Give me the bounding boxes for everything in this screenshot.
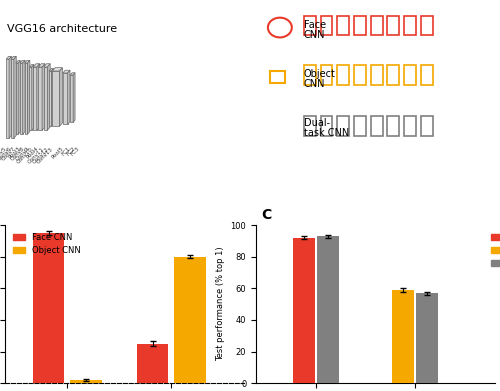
Polygon shape — [6, 56, 12, 59]
Bar — [320, 117, 332, 136]
Bar — [304, 117, 316, 136]
Polygon shape — [42, 64, 45, 130]
Bar — [304, 16, 316, 36]
Bar — [44, 67, 48, 130]
Polygon shape — [73, 73, 75, 122]
Text: CNN: CNN — [304, 79, 326, 89]
Circle shape — [268, 18, 292, 38]
Bar — [24, 63, 28, 134]
Bar — [30, 67, 32, 130]
Polygon shape — [11, 56, 16, 59]
Bar — [370, 65, 382, 85]
Polygon shape — [16, 61, 20, 63]
Text: FC1: FC1 — [61, 146, 72, 157]
Polygon shape — [33, 64, 40, 67]
Text: Conv6: Conv6 — [0, 146, 12, 162]
Bar — [354, 16, 366, 36]
Text: FC2: FC2 — [66, 146, 77, 157]
Bar — [392, 290, 414, 383]
Text: Conv8: Conv8 — [10, 146, 26, 162]
Bar — [421, 65, 433, 85]
Bar — [11, 59, 14, 138]
Bar — [174, 257, 206, 383]
Bar — [20, 63, 22, 134]
Bar — [388, 117, 400, 136]
Polygon shape — [68, 70, 70, 124]
Bar — [354, 65, 366, 85]
Bar — [416, 293, 438, 383]
Text: Face: Face — [304, 20, 326, 30]
Text: VGG16 architecture: VGG16 architecture — [8, 23, 117, 34]
Bar — [52, 71, 60, 126]
Bar — [404, 65, 416, 85]
Bar — [388, 16, 400, 36]
Text: Object: Object — [304, 69, 336, 79]
Polygon shape — [38, 64, 45, 67]
Text: Conv7: Conv7 — [2, 146, 17, 162]
Text: FC3: FC3 — [70, 146, 80, 157]
Legend: Face CNN, Object CNN: Face CNN, Object CNN — [9, 229, 84, 258]
Bar — [70, 75, 73, 122]
Bar — [337, 16, 349, 36]
Bar — [388, 65, 400, 85]
Y-axis label: Test performance (% top 1): Test performance (% top 1) — [216, 247, 225, 361]
Text: C: C — [261, 208, 271, 222]
Bar — [337, 65, 349, 85]
Text: Conv11: Conv11 — [27, 146, 45, 164]
Bar — [270, 71, 284, 83]
Text: Pool3: Pool3 — [8, 146, 22, 160]
Bar — [293, 238, 314, 383]
Bar — [421, 117, 433, 136]
Polygon shape — [24, 60, 30, 63]
Polygon shape — [70, 73, 75, 75]
Polygon shape — [48, 64, 50, 130]
Bar — [38, 67, 42, 130]
Text: CNN: CNN — [304, 29, 326, 39]
Polygon shape — [18, 61, 21, 134]
Bar — [370, 16, 382, 36]
Bar — [354, 117, 366, 136]
Polygon shape — [28, 60, 30, 134]
Polygon shape — [37, 64, 40, 130]
Bar — [404, 16, 416, 36]
Bar — [304, 65, 316, 85]
Bar — [316, 236, 338, 383]
Bar — [404, 117, 416, 136]
Legend: Face CNN, Object CNN, Dual-task CNN: Face CNN, Object CNN, Dual-task CNN — [488, 229, 500, 271]
Bar — [6, 59, 9, 138]
Text: Pool5: Pool5 — [50, 146, 64, 160]
Polygon shape — [52, 68, 62, 71]
Text: Conv9: Conv9 — [15, 146, 31, 162]
Bar — [421, 16, 433, 36]
Text: Dual-: Dual- — [304, 118, 330, 128]
Polygon shape — [22, 60, 25, 134]
Bar — [137, 344, 168, 383]
Polygon shape — [44, 64, 50, 67]
Text: Conv13: Conv13 — [36, 146, 54, 164]
Bar — [63, 73, 68, 124]
Text: Conv5: Conv5 — [0, 146, 8, 162]
Bar — [320, 65, 332, 85]
Polygon shape — [30, 65, 34, 67]
Bar — [370, 117, 382, 136]
Bar — [16, 63, 18, 134]
Polygon shape — [63, 70, 70, 73]
Text: Pool4: Pool4 — [26, 146, 40, 160]
Text: Conv10: Conv10 — [16, 146, 34, 164]
Text: task CNN: task CNN — [304, 128, 349, 138]
Polygon shape — [20, 60, 25, 63]
Polygon shape — [32, 65, 34, 130]
Bar — [33, 67, 37, 130]
Polygon shape — [49, 68, 54, 71]
Polygon shape — [14, 56, 16, 138]
Text: Conv12: Conv12 — [32, 146, 50, 164]
Polygon shape — [60, 68, 62, 126]
Bar — [337, 117, 349, 136]
Polygon shape — [9, 56, 12, 138]
Bar — [33, 233, 64, 383]
Bar — [49, 71, 51, 126]
Bar — [70, 380, 102, 383]
Bar — [320, 16, 332, 36]
Polygon shape — [52, 68, 54, 126]
